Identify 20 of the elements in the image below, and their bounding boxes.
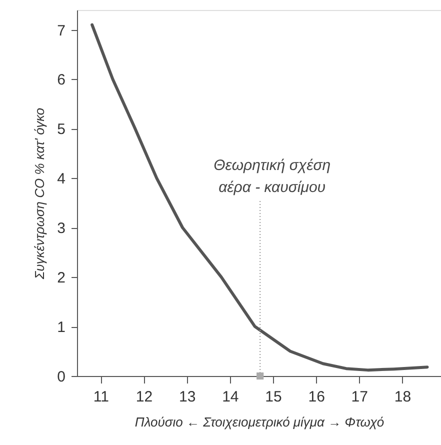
y-tick-label: 0	[57, 368, 66, 386]
x-tick-label: 17	[351, 388, 368, 406]
y-tick-label: 5	[57, 121, 66, 138]
x-tick-label: 16	[308, 388, 325, 406]
y-tick-label: 2	[57, 270, 66, 287]
x-tick-label: 11	[93, 388, 109, 406]
y-tick-label: 1	[57, 319, 66, 336]
y-axis-title: Συγκέντρωση CO % κατ' όγκο	[32, 108, 48, 280]
y-tick-label: 7	[57, 22, 66, 40]
x-axis-title: Πλούσιο ← Στοιχειομετρικό μίγμα → Φτωχό	[134, 414, 384, 430]
x-tick-label: 18	[394, 388, 412, 406]
x-tick-label: 14	[222, 388, 239, 406]
y-tick-label: 6	[57, 72, 66, 89]
annotation: Θεωρητική σχέση αέρα - καυσίμου	[214, 157, 331, 196]
y-tick-label: 4	[57, 170, 66, 188]
x-tick-label: 13	[179, 388, 196, 406]
line-series	[90, 23, 429, 372]
x-tick-label: 12	[136, 388, 153, 406]
x-tick-label: 15	[265, 388, 282, 406]
y-tick-label: 3	[57, 220, 66, 238]
